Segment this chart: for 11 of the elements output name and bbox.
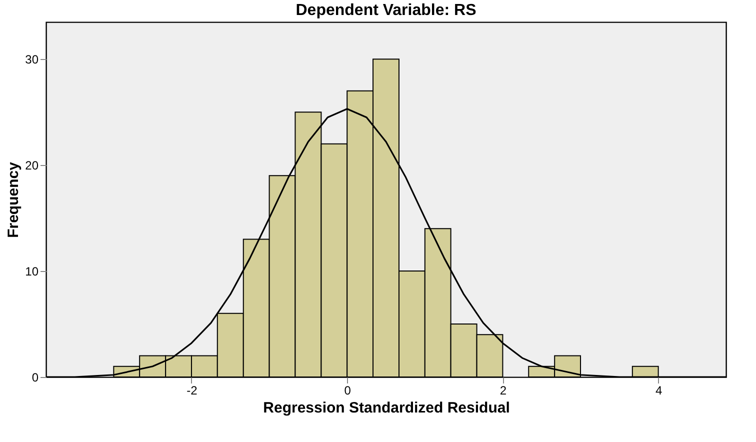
x-tick-label: 4 [655,384,662,398]
y-axis-title: Frequency [5,161,22,238]
x-axis-title: Regression Standardized Residual [263,400,510,416]
y-tick-label: 20 [25,158,39,173]
y-tick-label: 30 [25,52,39,67]
y-tick-label: 0 [32,370,39,384]
x-tick-label: -2 [186,384,198,398]
y-tick-label: 10 [25,264,39,279]
x-tick-label: 2 [500,384,507,398]
chart-title: Dependent Variable: RS [296,2,477,19]
x-tick-label: 0 [344,384,352,398]
